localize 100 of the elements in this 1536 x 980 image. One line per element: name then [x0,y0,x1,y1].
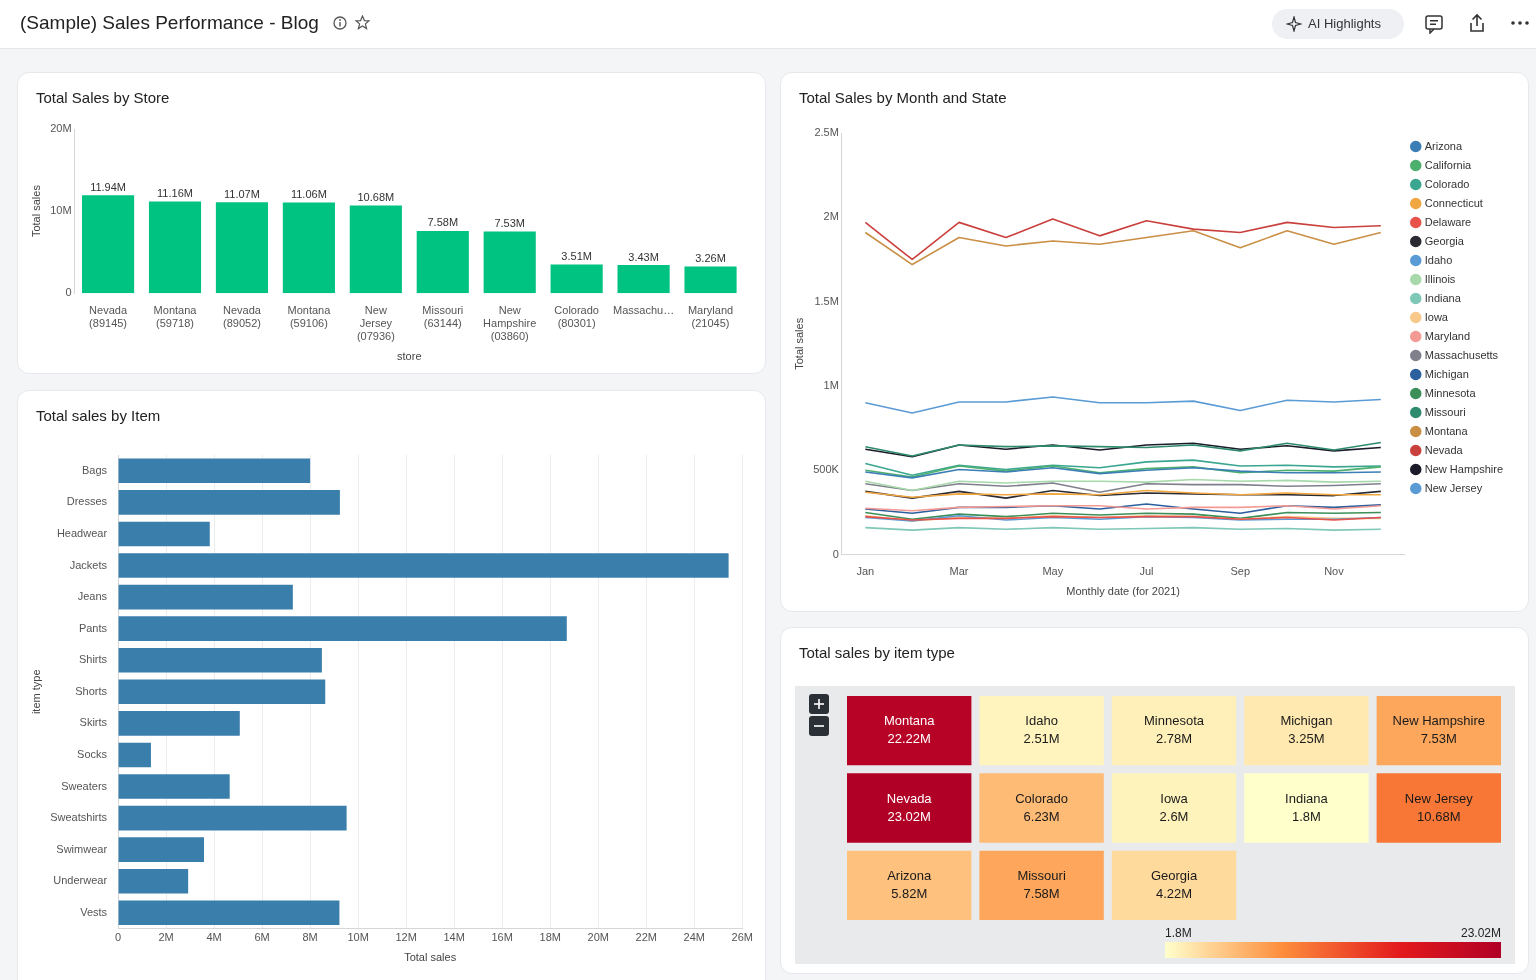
category-label: Georgia [1150,867,1198,883]
bar [118,616,567,641]
y-tick-label: Swimwear [56,842,108,855]
y-tick-label: Bags [81,463,108,476]
data-label: 11.16M [157,187,193,200]
x-tick-label: Jan [856,565,875,578]
data-label: 5.82M [891,885,928,901]
y-tick-label: Pants [78,621,108,634]
x-tick-label: 0 [114,931,122,944]
x-axis-title: Total sales [404,951,457,964]
data-label: 2.78M [1155,731,1193,747]
category-label: Michigan [1280,713,1333,729]
y-tick-label: Vests [80,905,108,918]
x-tick-label: Nevada (89145) [89,303,128,330]
x-tick-label: 14M [443,931,465,944]
y-tick-label: 500K [813,463,840,476]
x-tick-label: 4M [206,931,222,944]
x-tick-label: 20M [587,931,609,944]
x-tick-label: Jul [1139,565,1154,578]
y-tick-label: Shorts [75,684,108,697]
bar [118,679,326,705]
data-label: 4.22M [1155,885,1193,901]
y-tick-label: Headwear [56,526,108,539]
data-label: 11.06M [290,187,327,200]
y-tick-label: 20M [50,122,72,135]
bar [617,265,670,294]
data-label: 6.23M [1023,808,1060,824]
y-axis-title: item type [29,669,42,715]
y-axis-title: Total sales [29,184,42,238]
data-label: 1.8M [1291,808,1321,824]
y-tick-label: Underwear [53,874,108,887]
x-tick-label: 12M [395,931,417,944]
bar [118,805,347,831]
data-label: 10.68M [357,191,395,204]
y-tick-label: 10M [50,204,72,217]
x-tick-label: 18M [539,931,561,944]
bar [148,201,202,294]
y-tick-label: 2M [823,210,839,223]
legend-label: New Jersey [1424,481,1483,494]
x-tick-label: 16M [491,931,513,944]
bar [118,553,729,578]
y-tick-label: Sweatshirts [50,811,108,824]
y-tick-label: Jeans [77,590,108,603]
bar [118,868,189,894]
x-tick-label: Montana (59718) [153,303,198,330]
x-tick-label: New Jersey (07936) [356,303,395,343]
category-label: Idaho [1025,713,1058,729]
bar [82,195,135,294]
y-tick-label: Skirts [79,716,108,729]
bar [118,742,151,768]
legend-label: New Hampshire [1424,462,1503,475]
bar [118,521,210,547]
legend-label: Delaware [1424,215,1472,228]
y-tick-label: 1.5M [814,294,839,307]
text: (Sample) Sales Performance - Blog [20,12,319,34]
category-label: Montana [883,713,936,729]
category-label: Minnesota [1144,713,1205,729]
x-axis-title: store [397,350,422,363]
legend-label: Massachusetts [1424,348,1499,361]
y-tick-label: 0 [65,286,72,299]
data-label: 7.53M [1420,731,1457,747]
y-tick-label: Shirts [78,653,108,666]
data-label: 3.26M [695,251,726,264]
category-label: Iowa [1160,790,1189,806]
text: Total sales by item type [799,644,955,661]
legend-label: Idaho [1424,253,1453,266]
y-axis-title: Total sales [792,317,805,370]
x-tick-label: 10M [347,931,369,944]
data-label: 3.51M [561,249,592,262]
data-label: 2.51M [1023,731,1060,747]
category-label: Nevada [886,790,933,806]
bar [215,202,269,294]
bar [118,490,340,515]
data-label: 3.43M [628,250,659,263]
x-tick-label: Nov [1324,565,1345,578]
category-label: Colorado [1015,790,1068,806]
x-tick-label: Mar [949,565,969,578]
legend-label: Illinois [1424,272,1456,285]
bar [416,230,469,294]
bar [483,231,536,294]
x-tick-label: New Hampshire (03860) [483,303,537,343]
category-label: Missouri [1017,867,1066,883]
bar [118,900,340,926]
x-tick-label: 26M [731,931,753,944]
bar [349,205,402,294]
x-tick-label: 22M [635,931,657,944]
x-axis-title: Monthly date (for 2021) [1066,585,1180,598]
data-label: 7.53M [494,216,525,229]
data-label: 11.94M [90,180,127,193]
y-tick-label: Jackets [69,558,108,571]
bar [684,266,737,294]
x-tick-label: May [1042,565,1064,578]
x-tick-label: Sep [1230,565,1251,578]
data-label: 11.07M [224,187,260,200]
category-label: Indiana [1285,790,1329,806]
bar [118,837,205,862]
data-label: 7.58M [427,216,459,229]
legend-label: Nevada [1424,443,1464,456]
bar [550,264,603,294]
bar [118,458,311,484]
